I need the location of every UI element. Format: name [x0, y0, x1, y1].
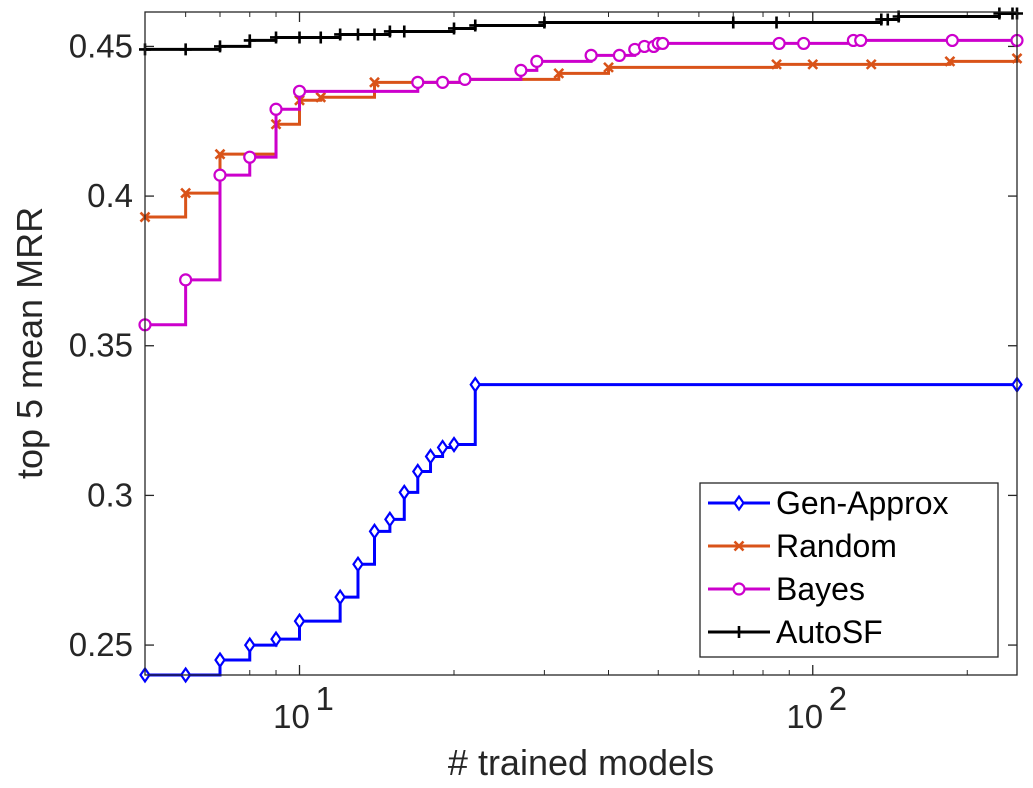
data-point-random — [553, 67, 565, 79]
data-point-autosf — [538, 16, 551, 29]
legend-entry-bayes: Bayes — [708, 571, 865, 607]
data-point-random — [369, 76, 380, 88]
data-point-bayes — [772, 36, 786, 51]
legend-marker-bayes — [732, 582, 746, 596]
data-point-gen-approx — [436, 439, 449, 456]
data-point-gen-approx — [243, 636, 256, 654]
data-point-random — [603, 61, 614, 73]
legend-box — [699, 482, 999, 658]
data-point-autosf — [334, 28, 347, 41]
legend-marker-random — [733, 540, 745, 552]
y-tick-label: 0.3 — [87, 476, 133, 513]
tick-marks — [145, 12, 1017, 675]
legend: Gen-Approx Random Bayes AutoSF — [699, 482, 999, 658]
data-point-autosf — [398, 25, 411, 38]
legend-label-autosf: AutoSF — [776, 614, 883, 650]
x-tick-label-base: 10 — [273, 698, 310, 735]
data-point-bayes — [458, 72, 472, 86]
data-point-random — [214, 148, 226, 160]
data-point-gen-approx — [352, 555, 364, 573]
data-point-bayes — [584, 48, 598, 63]
data-point-bayes — [269, 102, 283, 116]
y-tick-label: 0.25 — [69, 626, 133, 663]
data-point-autosf — [243, 34, 256, 47]
data-point-gen-approx — [270, 630, 282, 648]
data-point-autosf — [993, 7, 1006, 20]
legend-label-bayes: Bayes — [776, 571, 865, 607]
data-point-gen-approx — [424, 448, 437, 465]
data-point-random — [944, 55, 956, 67]
data-point-autosf — [214, 40, 227, 53]
data-point-bayes — [656, 36, 670, 51]
data-point-random — [771, 58, 782, 70]
series-bayes — [138, 33, 1024, 332]
data-point-autosf — [179, 43, 192, 56]
data-point-gen-approx — [293, 612, 306, 630]
data-point-gen-approx — [334, 588, 346, 606]
x-tick-label-base: 10 — [786, 698, 823, 735]
data-point-autosf — [469, 19, 482, 32]
data-point-autosf — [351, 28, 364, 41]
legend-label-random: Random — [776, 528, 897, 564]
data-point-bayes — [530, 54, 544, 68]
data-point-bayes — [435, 75, 450, 89]
data-point-gen-approx — [411, 463, 424, 480]
data-point-random — [807, 58, 819, 70]
data-point-gen-approx — [398, 483, 411, 501]
data-point-bayes — [243, 150, 257, 164]
series-autosf — [139, 7, 1023, 56]
data-point-gen-approx — [384, 510, 396, 528]
legend-entry-random: Random — [708, 528, 897, 564]
x-tick-label: 10 1 — [273, 680, 334, 735]
data-point-gen-approx — [214, 651, 226, 669]
legend-entry-autosf: AutoSF — [708, 614, 883, 650]
data-point-random — [315, 91, 327, 103]
legend-label-gen-approx: Gen-Approx — [776, 485, 949, 521]
x-axis-label: # trained models — [448, 742, 714, 783]
x-tick-label: 10 2 — [786, 680, 847, 735]
y-tick-label: 0.35 — [69, 327, 133, 364]
data-point-bayes — [854, 33, 868, 48]
data-point-autosf — [727, 16, 740, 29]
data-point-autosf — [314, 31, 327, 44]
data-point-bayes — [945, 33, 959, 48]
data-point-bayes — [514, 63, 528, 77]
data-point-bayes — [797, 36, 811, 51]
data-point-autosf — [383, 25, 396, 38]
data-point-gen-approx — [368, 522, 381, 540]
data-point-bayes — [292, 84, 307, 98]
data-point-autosf — [368, 28, 381, 41]
data-point-bayes — [213, 168, 227, 182]
data-point-bayes — [612, 48, 626, 63]
plot-frame — [144, 11, 1018, 676]
data-point-gen-approx — [448, 436, 460, 453]
data-point-autosf — [448, 22, 461, 35]
data-point-autosf — [881, 13, 894, 26]
legend-marker-gen-approx — [733, 494, 745, 512]
data-point-gen-approx — [469, 376, 482, 394]
y-tick-label: 0.45 — [69, 27, 133, 64]
legend-entry-gen-approx: Gen-Approx — [708, 485, 949, 521]
legend-marker-autosf — [733, 626, 745, 638]
data-point-autosf — [770, 16, 783, 29]
x-tick-label-exponent: 2 — [829, 680, 847, 717]
data-point-random — [180, 187, 192, 199]
y-axis-label: top 5 mean MRR — [9, 207, 50, 479]
data-point-autosf — [293, 31, 306, 44]
data-point-bayes — [179, 273, 193, 287]
data-point-bayes — [411, 75, 425, 89]
y-tick-label: 0.4 — [87, 177, 133, 214]
series-layer — [138, 7, 1024, 684]
x-tick-label-exponent: 1 — [316, 680, 334, 717]
data-point-autosf — [270, 31, 283, 44]
data-point-random — [865, 58, 877, 70]
